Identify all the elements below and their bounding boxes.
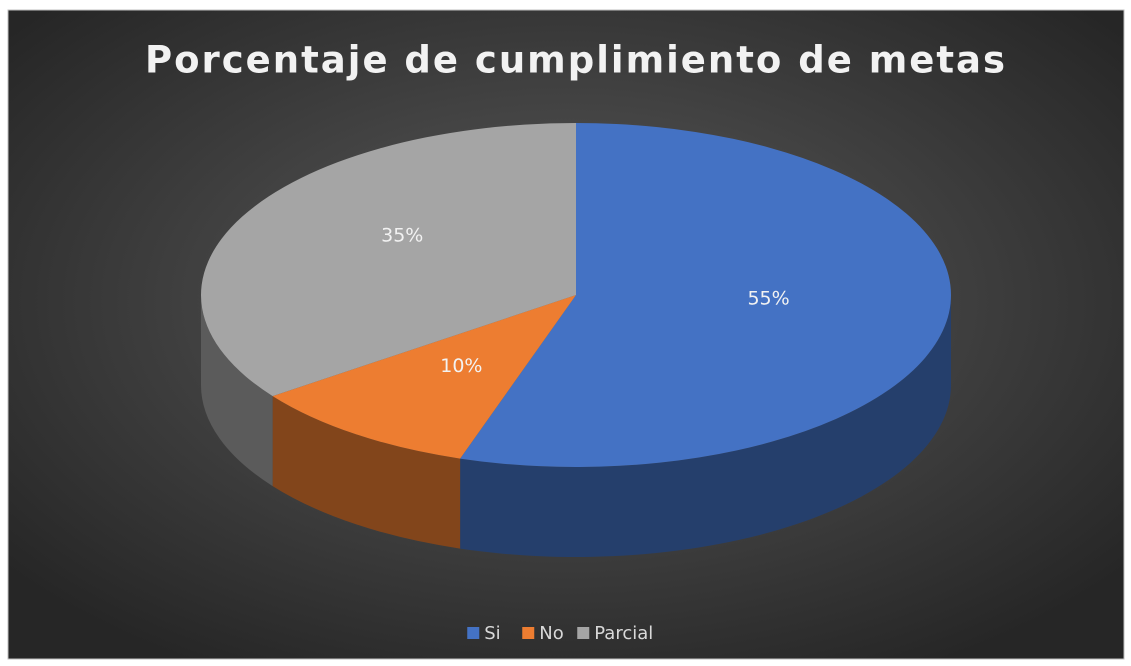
- pie-slice: [201, 123, 577, 397]
- chart-title: Porcentaje de cumplimiento de metas: [145, 39, 1007, 82]
- legend-swatch: [522, 627, 535, 639]
- legend-label: No: [539, 623, 563, 644]
- pie-slice: [272, 295, 576, 459]
- data-label: 10%: [440, 355, 482, 377]
- pie-slice: [460, 123, 951, 468]
- data-label: 35%: [381, 225, 423, 247]
- pie-side: [201, 295, 273, 487]
- legend-swatch: [577, 627, 590, 639]
- pie-side: [460, 295, 951, 557]
- legend-label: Parcial: [594, 623, 653, 644]
- legend-swatch: [467, 627, 480, 639]
- data-label: 55%: [747, 288, 789, 310]
- legend-label: Si: [484, 623, 500, 644]
- pie-side: [272, 396, 461, 549]
